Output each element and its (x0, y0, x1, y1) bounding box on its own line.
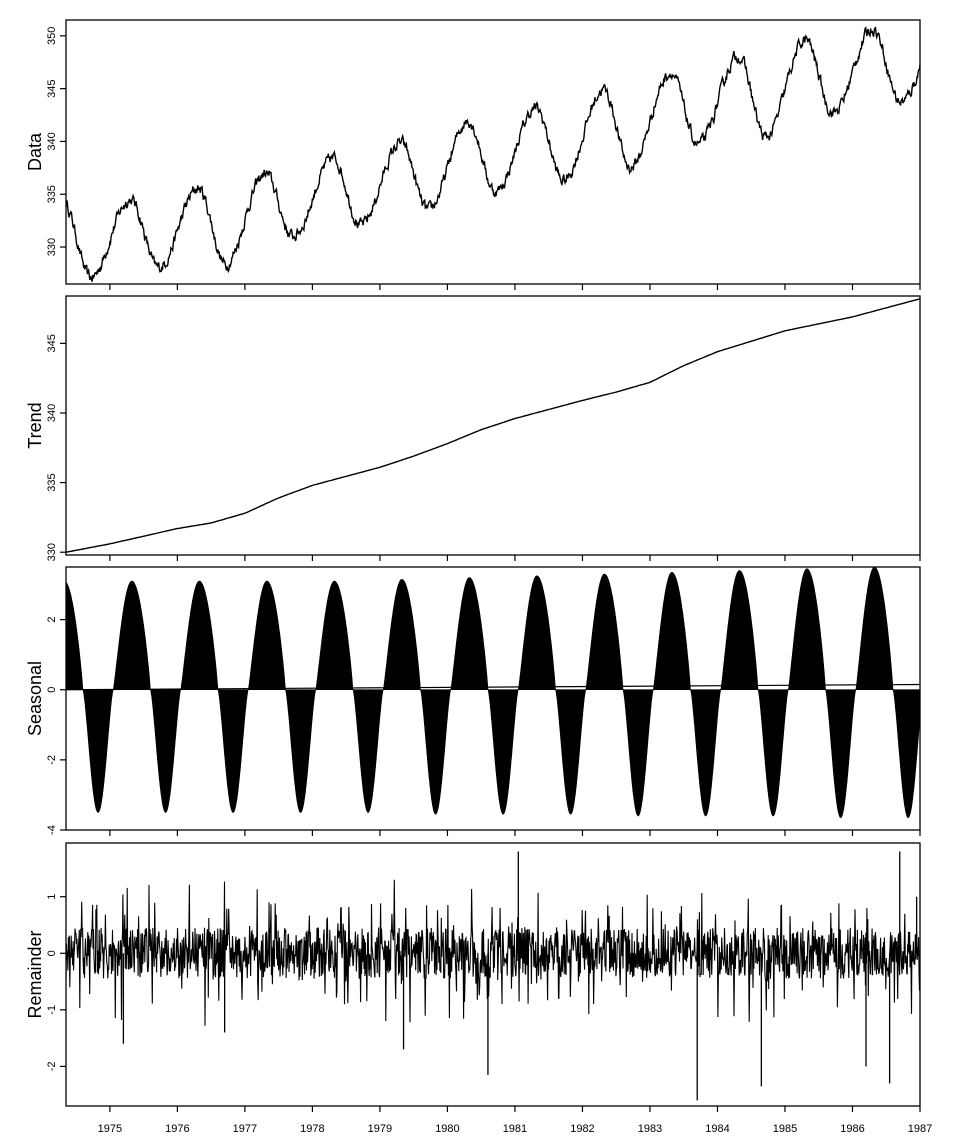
y-tick-label: 345 (46, 79, 58, 97)
y-tick-label: -1 (46, 1005, 58, 1015)
remainder-x-axis: 1975 1976 1977 1978 1979 1980 1981 1982 1983 1984… (98, 1106, 932, 1135)
x-tick-label: 1984 (705, 1123, 729, 1135)
seasonal-zero-line (65, 683, 921, 691)
x-tick-label: 1975 (98, 1123, 122, 1135)
trend-series-line (65, 298, 921, 553)
x-tick-label: 1977 (233, 1123, 257, 1135)
panel-remainder: -2-101 1975 1976 1977 1978 1979 1980 1981 1982 1… (25, 842, 932, 1135)
panel-data-frame (65, 19, 921, 285)
x-tick-label: 1976 (165, 1123, 189, 1135)
y-tick-label: 1 (46, 894, 58, 900)
data-x-axis (109, 284, 921, 290)
remainder-y-axis: -2 -1 0 1 (46, 894, 66, 1072)
x-tick-label: 1985 (773, 1123, 797, 1135)
x-tick-label: 1986 (840, 1123, 864, 1135)
y-tick-label: -2 (46, 1062, 58, 1072)
y-tick-label: 345 (46, 334, 58, 352)
data-series-line (65, 26, 921, 282)
remainder-series-line (65, 879, 921, 1026)
x-tick-label: 1983 (638, 1123, 662, 1135)
y-tick-label: -2 (46, 755, 58, 765)
y-tick-label: 330 (46, 543, 58, 561)
seasonal-y-axis: -4 -2 0 2 (46, 617, 66, 835)
x-tick-label: 1981 (503, 1123, 527, 1135)
y-tick-label: 330 (46, 238, 58, 256)
y-tick-label: -4 (46, 825, 58, 835)
trend-y-axis-label: Trend (25, 402, 45, 448)
y-tick-label: 0 (46, 687, 58, 693)
y-tick-label: 350 (46, 27, 58, 45)
trend-y-axis: 330 335 340 345 (46, 334, 66, 561)
x-tick-label: 1982 (570, 1123, 594, 1135)
y-tick-label: 2 (46, 617, 58, 623)
x-tick-label: 1979 (368, 1123, 392, 1135)
panel-data: 330 335 340 345 350 Data (25, 19, 921, 290)
x-tick-label: 1978 (300, 1123, 324, 1135)
x-tick-label: 1987 (908, 1123, 932, 1135)
x-tick-label: 1980 (435, 1123, 459, 1135)
seasonal-series-fill (65, 566, 921, 819)
seasonal-x-axis (109, 830, 921, 836)
y-tick-label: 0 (46, 950, 58, 956)
data-y-axis: 330 335 340 345 350 (46, 27, 66, 256)
panel-trend-frame (65, 295, 921, 556)
y-tick-label: 340 (46, 404, 58, 422)
panel-seasonal: -4 -2 0 2 Seasonal (25, 566, 921, 836)
panel-remainder-frame (65, 842, 921, 1107)
panel-trend: 330 335 340 345 Trend (25, 295, 921, 561)
y-tick-label: 340 (46, 132, 58, 150)
y-tick-label: 335 (46, 185, 58, 203)
trend-x-axis (109, 555, 921, 561)
remainder-y-axis-label: Remainder (25, 930, 45, 1018)
y-tick-label: 335 (46, 473, 58, 491)
data-y-axis-label: Data (25, 132, 45, 171)
seasonal-y-axis-label: Seasonal (25, 661, 45, 736)
